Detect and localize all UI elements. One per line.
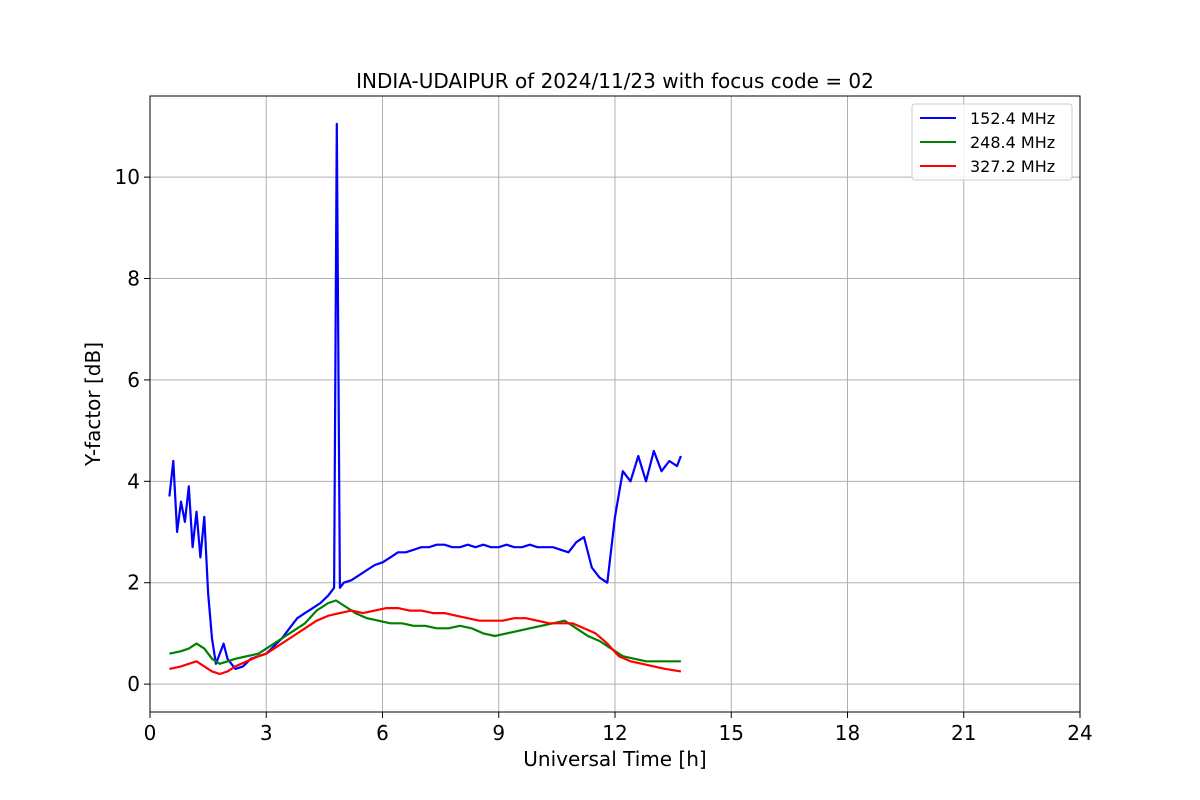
y-tick-label: 4 bbox=[127, 469, 140, 493]
x-tick-label: 0 bbox=[144, 721, 157, 745]
x-tick-label: 18 bbox=[835, 721, 860, 745]
y-tick-label: 10 bbox=[115, 165, 140, 189]
y-tick-label: 0 bbox=[127, 672, 140, 696]
series-line-3 bbox=[169, 606, 682, 676]
x-axis-label: Universal Time [h] bbox=[523, 747, 706, 771]
series-line-2 bbox=[169, 599, 681, 665]
legend-label: 327.2 MHz bbox=[970, 157, 1055, 176]
x-tick-label: 21 bbox=[951, 721, 976, 745]
y-tick-label: 2 bbox=[127, 571, 140, 595]
series-line-1 bbox=[168, 122, 682, 671]
y-tick-label: 6 bbox=[127, 368, 140, 392]
legend: 152.4 MHz 248.4 MHz 327.2 MHz bbox=[911, 103, 1073, 181]
y-tick-label: 8 bbox=[127, 267, 140, 291]
legend-label: 248.4 MHz bbox=[970, 133, 1055, 152]
x-tick-label: 3 bbox=[260, 721, 273, 745]
x-tick-label: 24 bbox=[1067, 721, 1092, 745]
x-tick-label: 15 bbox=[719, 721, 744, 745]
y-axis-label: Y-factor [dB] bbox=[81, 342, 105, 467]
x-tick-label: 9 bbox=[492, 721, 505, 745]
chart-title: INDIA-UDAIPUR of 2024/11/23 with focus c… bbox=[356, 69, 874, 93]
series-layer bbox=[168, 122, 682, 676]
legend-label: 152.4 MHz bbox=[970, 109, 1055, 128]
x-tick-label: 6 bbox=[376, 721, 389, 745]
x-tick-label: 12 bbox=[602, 721, 627, 745]
legend-box bbox=[911, 103, 1073, 181]
